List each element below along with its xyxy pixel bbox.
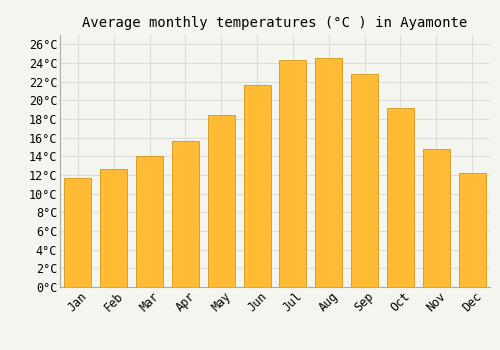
Bar [280, 60, 306, 287]
Bar [458, 173, 485, 287]
Bar [208, 115, 234, 287]
Bar [172, 141, 199, 287]
Bar [64, 178, 92, 287]
Bar [136, 156, 163, 287]
Title: Average monthly temperatures (°C ) in Ayamonte: Average monthly temperatures (°C ) in Ay… [82, 16, 468, 30]
Bar [387, 108, 414, 287]
Bar [316, 58, 342, 287]
Bar [100, 169, 127, 287]
Bar [423, 149, 450, 287]
Bar [244, 85, 270, 287]
Bar [351, 74, 378, 287]
